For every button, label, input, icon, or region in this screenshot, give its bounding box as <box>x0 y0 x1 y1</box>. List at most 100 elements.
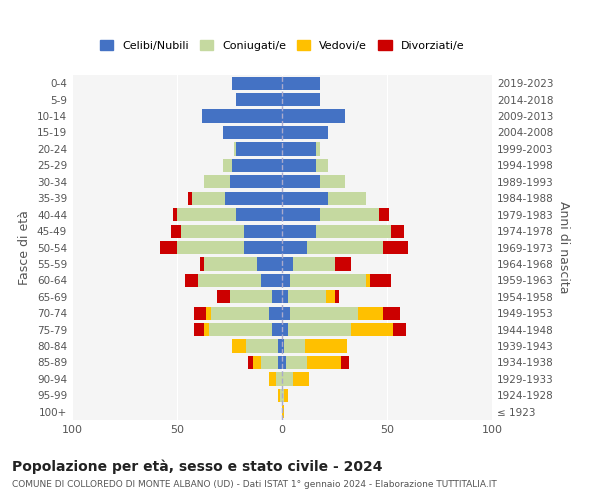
Bar <box>282 224 391 237</box>
Bar <box>282 306 358 320</box>
Bar <box>282 323 394 336</box>
Bar <box>282 110 345 122</box>
Bar <box>282 241 383 254</box>
Bar <box>282 306 400 320</box>
Bar <box>282 258 335 270</box>
Bar <box>177 241 282 254</box>
Bar <box>282 241 383 254</box>
Y-axis label: Fasce di età: Fasce di età <box>19 210 31 285</box>
Bar <box>282 340 347 352</box>
Bar <box>282 76 320 90</box>
Bar <box>282 290 289 304</box>
Bar <box>244 241 282 254</box>
Text: COMUNE DI COLLOREDO DI MONTE ALBANO (UD) - Dati ISTAT 1° gennaio 2024 - Elaboraz: COMUNE DI COLLOREDO DI MONTE ALBANO (UD)… <box>12 480 497 489</box>
Bar <box>187 192 282 205</box>
Bar <box>282 208 320 221</box>
Bar <box>194 323 282 336</box>
Bar <box>282 290 338 304</box>
Bar <box>269 306 282 320</box>
Bar <box>282 110 345 122</box>
Bar <box>181 224 282 237</box>
Bar <box>282 76 320 90</box>
Bar <box>278 340 282 352</box>
Bar <box>278 389 282 402</box>
Bar <box>236 93 282 106</box>
Bar <box>234 142 282 156</box>
Bar <box>236 93 282 106</box>
Bar <box>280 389 282 402</box>
Bar <box>223 126 282 139</box>
Bar <box>234 142 282 156</box>
Bar <box>282 126 328 139</box>
Bar <box>236 208 282 221</box>
Bar <box>217 290 282 304</box>
Bar <box>177 241 282 254</box>
Bar <box>282 372 310 386</box>
Legend: Celibi/Nubili, Coniugati/e, Vedovi/e, Divorziati/e: Celibi/Nubili, Coniugati/e, Vedovi/e, Di… <box>95 36 469 56</box>
Bar <box>282 340 305 352</box>
Bar <box>282 175 345 188</box>
Bar <box>206 306 282 320</box>
Bar <box>282 93 320 106</box>
Bar <box>232 76 282 90</box>
Bar <box>282 306 383 320</box>
Bar <box>173 208 282 221</box>
Bar <box>234 142 282 156</box>
Bar <box>202 110 282 122</box>
Bar <box>282 323 289 336</box>
Bar <box>282 159 328 172</box>
Bar <box>226 192 282 205</box>
Bar <box>282 372 293 386</box>
Bar <box>282 208 379 221</box>
Bar <box>261 274 282 287</box>
Bar <box>194 306 282 320</box>
Bar <box>282 389 284 402</box>
Bar <box>198 274 282 287</box>
Bar <box>271 290 282 304</box>
Bar <box>282 274 391 287</box>
Bar <box>271 323 282 336</box>
Bar <box>282 76 320 90</box>
Bar <box>229 290 282 304</box>
Bar <box>282 306 290 320</box>
Bar <box>282 389 289 402</box>
Bar <box>232 340 282 352</box>
Bar <box>171 224 282 237</box>
Bar <box>282 126 328 139</box>
Bar <box>282 340 284 352</box>
Bar <box>282 175 345 188</box>
Bar <box>282 258 335 270</box>
Bar <box>278 389 282 402</box>
Bar <box>282 356 286 369</box>
Bar <box>282 76 320 90</box>
Bar <box>282 175 320 188</box>
Bar <box>211 306 282 320</box>
Bar <box>282 192 366 205</box>
Bar <box>282 405 284 418</box>
Bar <box>282 110 345 122</box>
Bar <box>223 159 282 172</box>
Bar <box>282 274 370 287</box>
Bar <box>282 224 404 237</box>
Bar <box>282 323 406 336</box>
Bar <box>282 241 408 254</box>
Bar <box>282 93 320 106</box>
Bar <box>232 340 282 352</box>
Bar <box>261 356 282 369</box>
Bar <box>204 258 282 270</box>
Bar <box>202 110 282 122</box>
Bar <box>204 175 282 188</box>
Bar <box>232 76 282 90</box>
Bar <box>202 110 282 122</box>
Bar <box>223 126 282 139</box>
Bar <box>244 224 282 237</box>
Bar <box>269 372 282 386</box>
Bar <box>282 372 310 386</box>
Bar <box>282 142 316 156</box>
Bar <box>282 356 307 369</box>
Bar <box>282 142 320 156</box>
Bar <box>282 192 366 205</box>
Bar <box>248 356 282 369</box>
Bar <box>204 175 282 188</box>
Bar <box>278 356 282 369</box>
